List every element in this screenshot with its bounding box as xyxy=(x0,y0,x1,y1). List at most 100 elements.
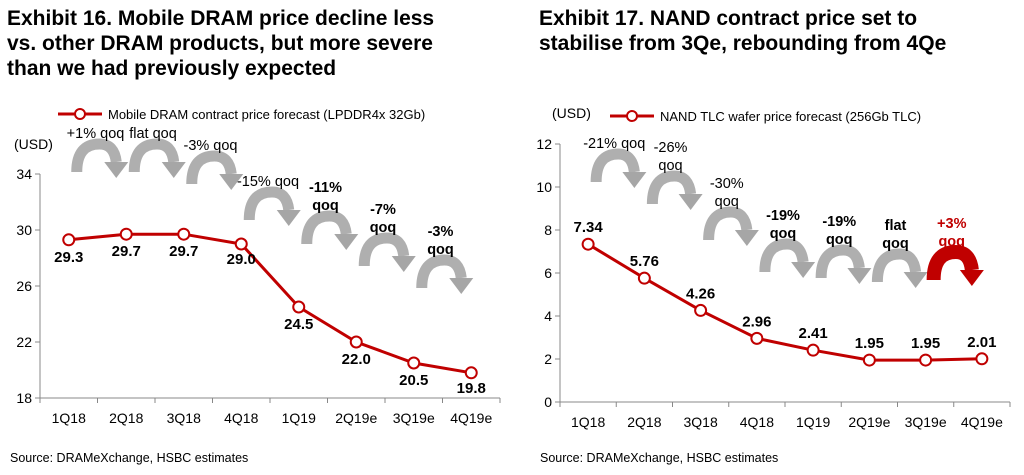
qoq-arrow xyxy=(301,210,359,250)
y-tick-label: 18 xyxy=(16,390,32,406)
data-point xyxy=(581,237,595,251)
qoq-arrow-body xyxy=(416,254,467,289)
exhibit-17-title-line: Exhibit 17. NAND contract price set to xyxy=(539,7,918,30)
qoq-annotation: -3% qoq xyxy=(183,138,237,154)
x-tick-label: 2Q18 xyxy=(627,414,661,430)
qoq-annotation: -11% xyxy=(309,180,342,196)
qoq-annotation: -30% xyxy=(710,176,744,192)
exhibit-16-title: Exhibit 16. Mobile DRAM price decline le… xyxy=(7,6,434,81)
data-label: 22.0 xyxy=(342,351,371,368)
qoq-annotation: qoq xyxy=(370,220,397,236)
qoq-arrow-body xyxy=(759,238,809,273)
y-axis-label: (USD) xyxy=(552,105,591,121)
data-point xyxy=(234,237,248,251)
data-point xyxy=(750,331,764,345)
qoq-arrow xyxy=(703,206,759,246)
data-point xyxy=(694,303,708,317)
exhibit-17-title-line: stabilise from 3Qe, rebounding from 4Qe xyxy=(539,32,947,55)
data-point xyxy=(349,335,363,349)
data-label: 24.5 xyxy=(284,316,313,333)
data-point xyxy=(919,353,933,367)
qoq-arrow xyxy=(871,248,928,288)
qoq-annotation: qoq xyxy=(658,158,682,174)
x-tick-label: 3Q18 xyxy=(684,414,718,430)
qoq-arrow-head xyxy=(391,256,416,272)
qoq-annotation: qoq xyxy=(938,234,965,250)
qoq-arrow-head xyxy=(903,272,928,288)
qoq-annotation: qoq xyxy=(715,194,739,210)
qoq-arrow xyxy=(759,238,816,278)
qoq-arrow-body xyxy=(243,186,295,221)
data-label: 2.01 xyxy=(967,334,996,351)
x-tick-label: 3Q19e xyxy=(905,414,947,430)
data-label: 29.7 xyxy=(112,243,141,260)
data-label: 7.34 xyxy=(574,219,604,236)
data-label: 20.5 xyxy=(399,372,428,389)
data-label: 29.3 xyxy=(54,249,83,266)
x-tick-label: 3Q18 xyxy=(167,410,201,426)
exhibit-17-title: Exhibit 17. NAND contract price set to s… xyxy=(539,6,946,56)
qoq-annotation: -3% xyxy=(428,224,454,240)
x-tick-label: 3Q19e xyxy=(393,410,435,426)
qoq-arrow-head xyxy=(791,262,816,278)
x-tick-label: 4Q18 xyxy=(740,414,774,430)
qoq-annotation: +1% qoq xyxy=(67,126,125,142)
y-tick-label: 22 xyxy=(16,334,32,350)
y-tick-label: 6 xyxy=(544,265,552,281)
y-tick-label: 12 xyxy=(536,136,552,152)
data-label: 5.76 xyxy=(630,253,659,270)
y-tick-label: 0 xyxy=(544,394,552,410)
qoq-arrow-body xyxy=(128,138,180,173)
qoq-arrow-body xyxy=(71,138,122,173)
data-point xyxy=(637,271,651,285)
qoq-arrow xyxy=(358,232,416,272)
qoq-annotation: -21% qoq xyxy=(583,136,645,152)
data-label: 1.95 xyxy=(855,335,884,352)
series-line xyxy=(587,242,982,362)
qoq-annotation: flat qoq xyxy=(129,126,177,142)
exhibit-16-title-line: vs. other DRAM products, but more severe xyxy=(7,32,433,55)
qoq-annotation: -7% xyxy=(370,202,396,218)
data-point xyxy=(862,353,876,367)
exhibit-17-chart: NAND TLC wafer price forecast (256Gb TLC… xyxy=(536,105,1011,430)
qoq-annotation: qoq xyxy=(770,226,797,242)
x-tick-label: 2Q19e xyxy=(335,410,377,426)
qoq-arrow-body xyxy=(871,248,922,283)
qoq-arrow xyxy=(646,170,703,210)
qoq-arrow-head xyxy=(276,210,301,226)
y-axis-label: (USD) xyxy=(14,136,53,152)
qoq-arrow-head xyxy=(219,174,244,190)
data-label: 29.7 xyxy=(169,243,198,260)
exhibit-16-title-line: than we had previously expected xyxy=(7,57,337,80)
qoq-arrow xyxy=(926,244,984,286)
legend-marker xyxy=(74,108,86,120)
data-label: 2.96 xyxy=(742,313,771,330)
qoq-arrow xyxy=(416,254,474,294)
exhibit-17-source: Source: DRAMeXchange, HSBC estimates xyxy=(540,451,779,465)
qoq-arrow xyxy=(243,186,301,226)
qoq-annotation: +3% xyxy=(937,216,967,232)
x-tick-label: 2Q19e xyxy=(848,414,890,430)
y-tick-label: 2 xyxy=(544,351,552,367)
data-point xyxy=(407,356,421,370)
qoq-arrow-body xyxy=(815,244,865,279)
legend: NAND TLC wafer price forecast (256Gb TLC… xyxy=(610,109,921,124)
x-tick-label: 4Q18 xyxy=(224,410,258,426)
qoq-arrow-head xyxy=(622,172,647,188)
qoq-arrow-head xyxy=(104,162,129,178)
qoq-arrow-head xyxy=(678,194,703,210)
qoq-arrow-body xyxy=(186,150,237,185)
qoq-arrow xyxy=(815,244,872,284)
qoq-annotation: qoq xyxy=(427,242,454,258)
y-tick-label: 30 xyxy=(16,222,32,238)
x-tick-label: 4Q19e xyxy=(961,414,1003,430)
data-label: 1.95 xyxy=(911,335,940,352)
legend-label: NAND TLC wafer price forecast (256Gb TLC… xyxy=(660,109,921,124)
qoq-annotation: -19% xyxy=(822,214,856,230)
qoq-arrow-head xyxy=(449,278,474,294)
data-point xyxy=(806,343,820,357)
y-tick-label: 4 xyxy=(544,308,552,324)
qoq-arrow xyxy=(590,148,647,188)
qoq-arrow xyxy=(128,138,186,178)
qoq-arrow-body xyxy=(646,170,697,205)
